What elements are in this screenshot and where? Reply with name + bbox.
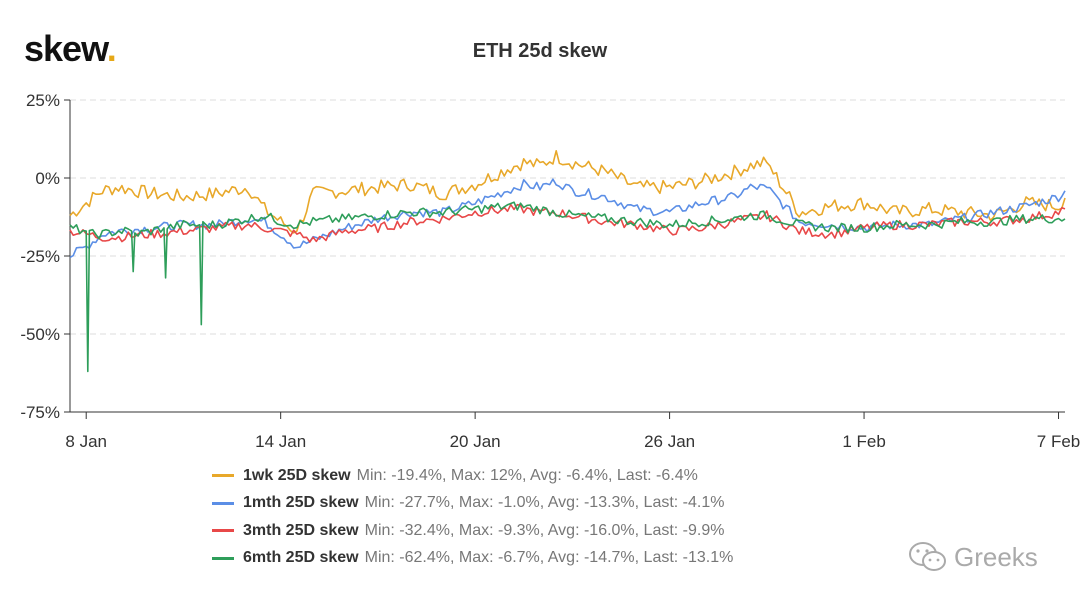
y-axis: 25% 0% -25% -50% -75% <box>20 91 71 422</box>
legend-swatch <box>212 474 234 478</box>
legend-series-name: 3mth 25D skew <box>243 521 359 539</box>
series-line-1 <box>69 150 1066 234</box>
x-axis: 8 Jan 14 Jan 20 Jan 26 Jan 1 Feb 7 Feb <box>65 411 1080 451</box>
watermark-text: Greeks <box>954 541 1038 572</box>
legend-series-stats: Min: -62.4%, Max: -6.7%, Avg: -14.7%, La… <box>364 549 734 567</box>
x-tick-label: 8 Jan <box>65 432 107 451</box>
legend: 1wk 25D skew Min: -19.4%, Max: 12%, Avg:… <box>212 462 733 572</box>
legend-item-1wk[interactable]: 1wk 25D skew Min: -19.4%, Max: 12%, Avg:… <box>212 462 733 490</box>
legend-series-stats: Min: -27.7%, Max: -1.0%, Avg: -13.3%, La… <box>364 494 725 512</box>
x-tick-label: 20 Jan <box>450 432 501 451</box>
legend-swatch <box>212 501 234 505</box>
y-tick-label: 0% <box>35 169 60 188</box>
skew-line-chart: 25% 0% -25% -50% -75% 8 Jan 14 Jan 20 Jan 26 Ja… <box>20 91 1080 451</box>
legend-series-stats: Min: -32.4%, Max: -9.3%, Avg: -16.0%, La… <box>364 521 725 539</box>
series-line-4 <box>69 201 1066 373</box>
legend-item-3mth[interactable]: 3mth 25D skew Min: -32.4%, Max: -9.3%, A… <box>212 517 733 545</box>
y-tick-label: -25% <box>20 247 60 266</box>
y-tick-label: -50% <box>20 325 60 344</box>
series-line-2 <box>69 178 1066 259</box>
skew-logo: skew. <box>24 28 117 69</box>
grid-lines <box>70 99 1065 335</box>
legend-series-name: 6mth 25D skew <box>243 549 359 567</box>
legend-series-name: 1mth 25D skew <box>243 494 359 512</box>
legend-item-1mth[interactable]: 1mth 25D skew Min: -27.7%, Max: -1.0%, A… <box>212 490 733 518</box>
x-tick-label: 14 Jan <box>255 432 306 451</box>
y-tick-label: -75% <box>20 403 60 422</box>
series-lines <box>69 150 1066 373</box>
y-tick-label: 25% <box>26 91 60 110</box>
legend-swatch <box>212 556 234 560</box>
x-tick-label: 7 Feb <box>1037 432 1080 451</box>
watermark: Greeks <box>908 540 1038 574</box>
x-tick-label: 26 Jan <box>644 432 695 451</box>
legend-series-name: 1wk 25D skew <box>243 466 351 484</box>
legend-series-stats: Min: -19.4%, Max: 12%, Avg: -6.4%, Last:… <box>356 466 698 484</box>
wechat-icon <box>909 542 946 571</box>
chart-title: ETH 25d skew <box>472 40 608 62</box>
legend-swatch <box>212 529 234 533</box>
legend-item-6mth[interactable]: 6mth 25D skew Min: -62.4%, Max: -6.7%, A… <box>212 545 733 573</box>
x-tick-label: 1 Feb <box>842 432 885 451</box>
